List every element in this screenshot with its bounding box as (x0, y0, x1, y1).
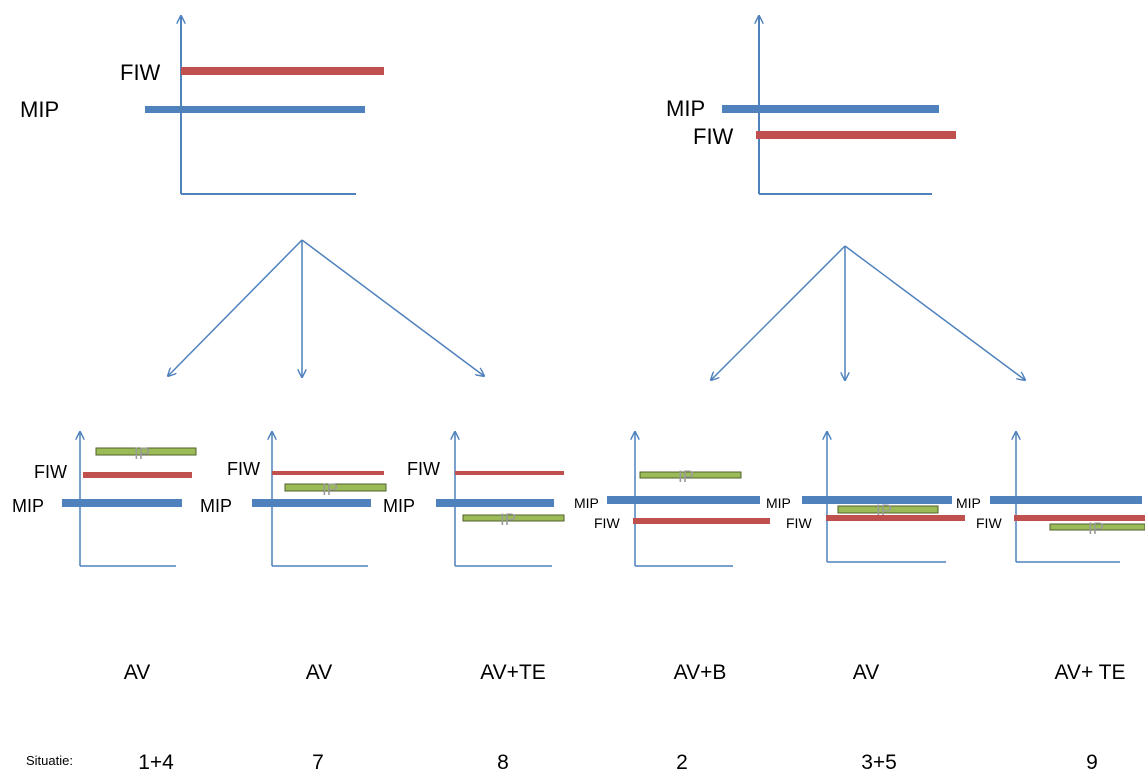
situation-number: 7 (312, 751, 324, 773)
situation-number: 1+4 (138, 751, 174, 773)
arrow-left (711, 245, 846, 380)
left-branch-arrows (168, 239, 484, 377)
case-chart-2: IP FIW MIP (200, 432, 387, 567)
fiw-bar (756, 131, 956, 139)
fiw-bar (633, 518, 770, 524)
situation-number: 2 (676, 751, 688, 773)
situation-number: 3+5 (861, 751, 897, 773)
ip-label: IP (1088, 519, 1104, 538)
arrow-right (301, 239, 484, 376)
outcome-label: AV+B (674, 661, 727, 684)
mip-label: MIP (383, 496, 415, 516)
situation-number: 8 (497, 751, 509, 773)
situatie-label: Situatie: (26, 753, 73, 768)
outcome-row: AV AV AV+TE AV+B AV AV+ TE (124, 661, 1126, 684)
mip-label: MIP (766, 495, 791, 511)
top-left-chart: FIW MIP (20, 16, 384, 195)
ip-label: IP (500, 510, 516, 529)
case-chart-3: IP FIW MIP (383, 432, 565, 567)
ip-bar (1049, 523, 1145, 531)
case-chart-6: IP MIP FIW (956, 432, 1145, 563)
ip-label: IP (322, 480, 338, 499)
mip-bar (436, 499, 554, 507)
right-branch-arrows (711, 245, 1025, 380)
situation-number: 9 (1086, 751, 1098, 773)
fiw-bar (83, 472, 192, 478)
arrow-right (844, 245, 1025, 380)
ip-bar (837, 505, 939, 514)
outcome-label: AV+ TE (1054, 661, 1125, 684)
mip-bar (990, 496, 1142, 504)
fiw-label: FIW (34, 462, 67, 482)
fiw-label: FIW (407, 459, 440, 479)
top-right-chart: MIP FIW (666, 16, 956, 195)
fiw-bar (272, 471, 384, 475)
ip-label: IP (134, 444, 150, 463)
mip-bar (722, 105, 939, 113)
ip-bar (284, 483, 387, 492)
fiw-label: FIW (594, 515, 620, 531)
mip-bar (62, 499, 182, 507)
fiw-label: FIW (786, 515, 812, 531)
situation-row: Situatie: 1+4 7 8 2 3+5 9 (26, 751, 1098, 773)
fiw-bar (826, 515, 965, 521)
ip-bar (639, 471, 742, 479)
case-chart-1: IP FIW MIP (12, 432, 197, 567)
mip-bar (802, 496, 952, 504)
arrow-left (168, 239, 303, 376)
fiw-bar (181, 67, 384, 75)
mip-label: MIP (20, 97, 59, 122)
ip-label: IP (678, 467, 694, 486)
ip-bar (95, 447, 197, 456)
case-chart-5: IP MIP FIW (766, 432, 965, 563)
mip-bar (252, 499, 371, 507)
outcome-label: AV+TE (480, 661, 546, 684)
fiw-bar (1014, 515, 1145, 521)
mip-bar (145, 106, 365, 113)
mip-label: MIP (956, 495, 981, 511)
mip-label: MIP (200, 496, 232, 516)
outcome-label: AV (124, 661, 150, 684)
outcome-label: AV (853, 661, 879, 684)
fiw-label: FIW (227, 459, 260, 479)
mip-bar (607, 496, 760, 504)
outcome-label: AV (306, 661, 332, 684)
fiw-label: FIW (976, 515, 1002, 531)
fiw-bar (455, 471, 564, 475)
fiw-label: FIW (120, 60, 161, 85)
case-chart-4: IP MIP FIW (574, 432, 770, 567)
mip-label: MIP (666, 96, 705, 121)
ip-bar (462, 514, 565, 522)
mip-label: MIP (574, 495, 599, 511)
fiw-label: FIW (693, 124, 734, 149)
mip-label: MIP (12, 496, 44, 516)
